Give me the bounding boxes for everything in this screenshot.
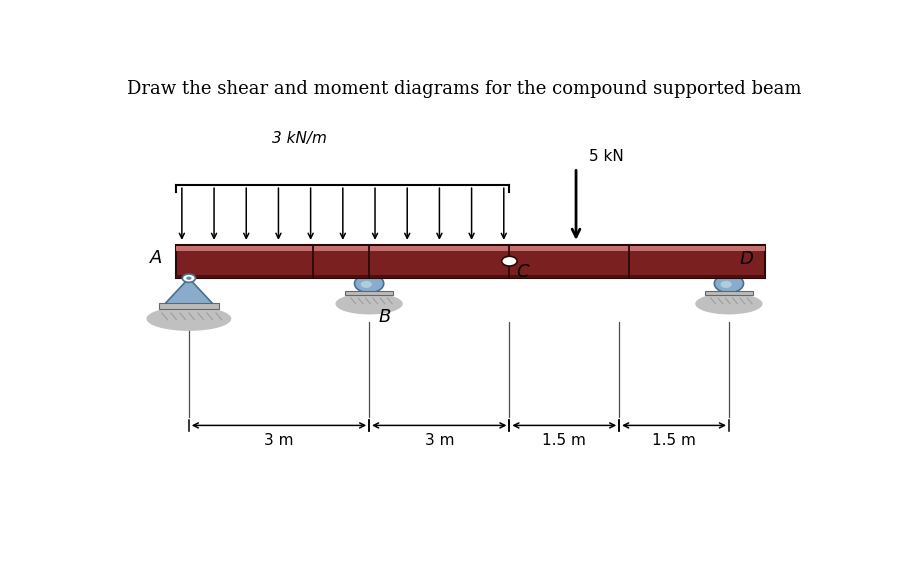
Text: D: D	[739, 250, 753, 269]
Ellipse shape	[695, 293, 763, 315]
Bar	[176, 275, 766, 278]
Text: 5 kN: 5 kN	[588, 149, 624, 164]
Text: Draw the shear and moment diagrams for the compound supported beam: Draw the shear and moment diagrams for t…	[127, 80, 801, 98]
Text: 3 kN/m: 3 kN/m	[272, 132, 327, 147]
Circle shape	[501, 256, 517, 266]
Circle shape	[720, 281, 732, 288]
Text: A: A	[150, 249, 162, 267]
Circle shape	[355, 274, 384, 293]
Text: 1.5 m: 1.5 m	[653, 434, 696, 448]
Bar	[346, 290, 393, 296]
Text: 1.5 m: 1.5 m	[542, 434, 586, 448]
Bar	[176, 246, 766, 251]
Polygon shape	[164, 278, 214, 305]
Text: 3 m: 3 m	[424, 434, 454, 448]
Bar	[176, 245, 766, 278]
Circle shape	[714, 274, 744, 293]
Circle shape	[182, 274, 195, 282]
Ellipse shape	[336, 293, 403, 315]
Circle shape	[186, 277, 192, 280]
Text: 3 m: 3 m	[264, 434, 294, 448]
Circle shape	[361, 281, 372, 288]
Ellipse shape	[147, 306, 232, 331]
Bar	[158, 303, 219, 309]
Bar	[705, 290, 753, 296]
Text: B: B	[379, 308, 391, 326]
Text: C: C	[517, 263, 529, 281]
